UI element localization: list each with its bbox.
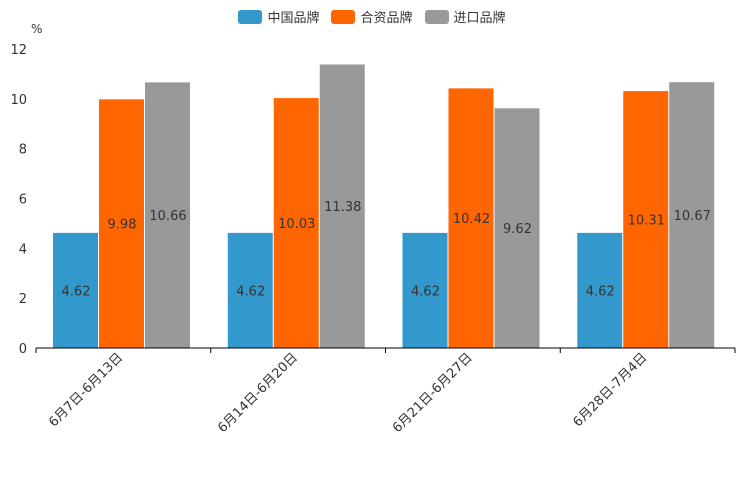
legend-item-joint-venture-brand[interactable]: 合资品牌 — [331, 7, 413, 26]
y-tick-label: 2 — [19, 292, 27, 307]
bar-1-3[interactable] — [623, 91, 669, 349]
data-label: 4.62 — [62, 284, 91, 299]
data-label: 4.62 — [236, 284, 265, 299]
data-label: 9.98 — [108, 218, 137, 233]
x-tick-label: 6月21日-6月27日 — [390, 350, 476, 436]
data-label: 10.03 — [278, 217, 315, 232]
bar-1-2[interactable] — [448, 88, 494, 348]
bar-2-1[interactable] — [319, 64, 365, 348]
data-label: 4.62 — [586, 284, 615, 299]
x-tick-label: 6月14日-6月20日 — [215, 350, 301, 436]
legend-label-joint-venture-brand: 合资品牌 — [360, 11, 413, 26]
bar-2-3[interactable] — [669, 82, 715, 349]
y-axis-unit: % — [31, 22, 43, 36]
legend-item-china-brand[interactable]: 中国品牌 — [238, 7, 319, 26]
data-label: 10.67 — [674, 209, 711, 224]
legend-swatch-joint-venture-brand — [331, 9, 356, 24]
bar-0-2[interactable] — [402, 232, 448, 348]
bar-1-0[interactable] — [99, 99, 144, 348]
data-label: 10.42 — [453, 212, 490, 227]
legend-swatch-china-brand — [238, 9, 263, 24]
y-tick-label: 0 — [19, 342, 27, 357]
legend-label-imported-brand: 进口品牌 — [453, 11, 506, 26]
bar-0-3[interactable] — [577, 232, 623, 348]
legend-item-imported-brand[interactable]: 进口品牌 — [424, 7, 506, 26]
data-label: 4.62 — [411, 284, 440, 299]
y-tick-label: 4 — [19, 242, 27, 257]
legend-label-china-brand: 中国品牌 — [267, 11, 320, 26]
x-tick-label: 6月28日-7月4日 — [571, 350, 651, 430]
bar-0-0[interactable] — [53, 232, 98, 348]
bar-1-1[interactable] — [273, 98, 319, 348]
legend-swatch-imported-brand — [424, 9, 449, 24]
y-tick-label: 8 — [19, 143, 27, 158]
data-label: 9.62 — [503, 222, 532, 237]
y-tick-label: 12 — [10, 43, 27, 58]
y-tick-label: 6 — [19, 193, 27, 208]
bar-0-1[interactable] — [227, 232, 273, 348]
y-tick-label: 10 — [10, 93, 27, 108]
bar-2-0[interactable] — [145, 82, 190, 348]
bar-2-2[interactable] — [494, 108, 540, 348]
legend: 中国品牌 合资品牌 进口品牌 — [0, 7, 744, 26]
data-label: 10.31 — [628, 214, 665, 229]
data-label: 11.38 — [324, 200, 361, 215]
x-tick-label: 6月7日-6月13日 — [46, 350, 126, 430]
data-label: 10.66 — [149, 209, 186, 224]
